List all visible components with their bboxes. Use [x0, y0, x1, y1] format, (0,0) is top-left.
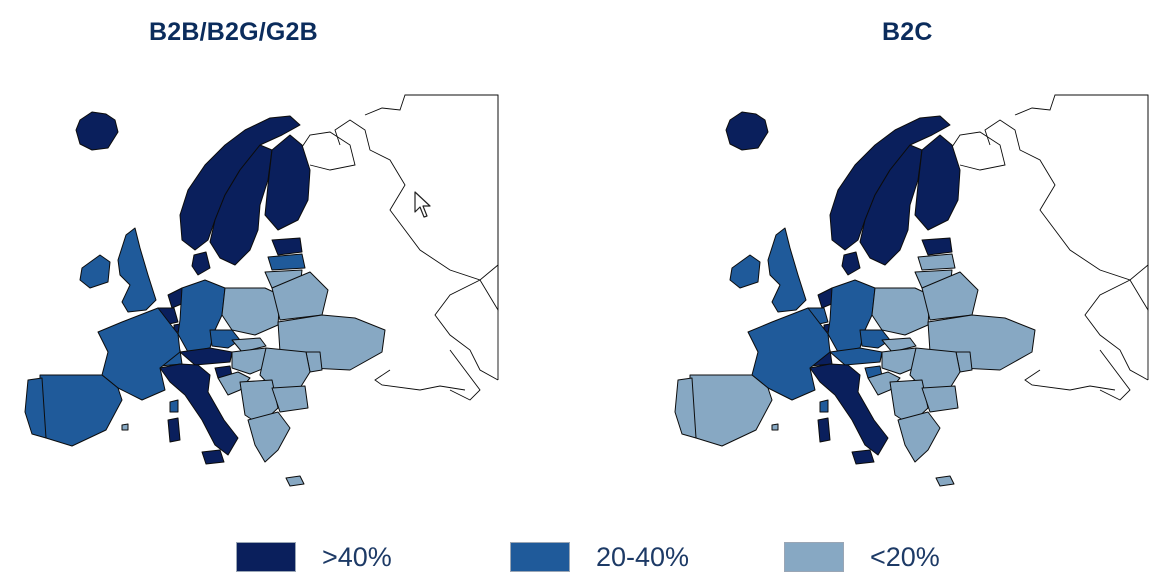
- map-title-b2c: B2C: [882, 18, 933, 46]
- spain: [39, 374, 123, 447]
- sweden: [209, 144, 273, 266]
- legend-swatch-mid: [510, 542, 570, 572]
- norway: [179, 115, 301, 251]
- bulgaria: [921, 385, 959, 413]
- iceland: [725, 111, 769, 151]
- slovakia: [231, 337, 267, 353]
- russia-outline: [984, 94, 1149, 312]
- sardinia: [167, 417, 181, 443]
- sicily: [851, 449, 875, 465]
- bulgaria: [271, 385, 309, 413]
- uk: [117, 227, 157, 313]
- france: [97, 307, 181, 401]
- kola-outline: [949, 131, 1006, 171]
- map-title-b2b: B2B/B2G/G2B: [149, 18, 318, 46]
- czechia: [209, 329, 241, 349]
- sweden: [859, 144, 923, 266]
- slovakia: [881, 337, 917, 353]
- poland: [871, 287, 931, 336]
- russia-east-outline: [434, 264, 499, 381]
- legend-label-high: >40%: [322, 541, 392, 572]
- greece: [897, 411, 941, 463]
- greece: [247, 411, 291, 463]
- norway: [829, 115, 951, 251]
- estonia: [921, 237, 953, 256]
- portugal: [24, 377, 47, 439]
- caspian-outline: [1099, 349, 1131, 401]
- corsica: [819, 399, 829, 413]
- cyprus: [285, 475, 305, 487]
- italy: [809, 363, 889, 456]
- map-panel-b2c: [660, 90, 1160, 500]
- russia-east-outline: [1084, 264, 1149, 381]
- kola-outline: [299, 131, 356, 171]
- russia-outline: [334, 94, 499, 312]
- finland: [914, 134, 961, 231]
- map-panel-b2b: [10, 90, 510, 500]
- denmark: [191, 251, 211, 276]
- latvia: [917, 253, 956, 271]
- estonia: [271, 237, 303, 256]
- spain: [689, 374, 773, 447]
- latvia: [267, 253, 306, 271]
- finland: [264, 134, 311, 231]
- belarus: [921, 271, 979, 321]
- russia-south-outline: [1024, 369, 1116, 391]
- denmark: [841, 251, 861, 276]
- legend-item-high: >40%: [236, 540, 392, 574]
- malta: [121, 423, 129, 431]
- malta: [771, 423, 779, 431]
- poland: [221, 287, 281, 336]
- legend-swatch-high: [236, 542, 296, 572]
- legend-item-mid: 20-40%: [510, 540, 689, 574]
- caspian-outline: [449, 349, 481, 401]
- france: [747, 307, 831, 401]
- legend-item-low: <20%: [784, 540, 940, 574]
- legend-label-low: <20%: [870, 541, 940, 572]
- iceland: [75, 111, 119, 151]
- italy: [159, 363, 239, 456]
- czechia: [859, 329, 891, 349]
- ireland: [729, 254, 761, 289]
- corsica: [169, 399, 179, 413]
- belarus: [271, 271, 329, 321]
- portugal: [674, 377, 697, 439]
- legend-label-mid: 20-40%: [596, 541, 690, 572]
- legend-swatch-low: [784, 542, 844, 572]
- sicily: [201, 449, 225, 465]
- mouse-cursor-icon: [414, 191, 431, 218]
- sardinia: [817, 417, 831, 443]
- cyprus: [935, 475, 955, 487]
- ireland: [79, 254, 111, 289]
- austria: [179, 347, 233, 366]
- uk: [767, 227, 807, 313]
- russia-south-outline: [374, 369, 466, 391]
- austria: [829, 347, 883, 366]
